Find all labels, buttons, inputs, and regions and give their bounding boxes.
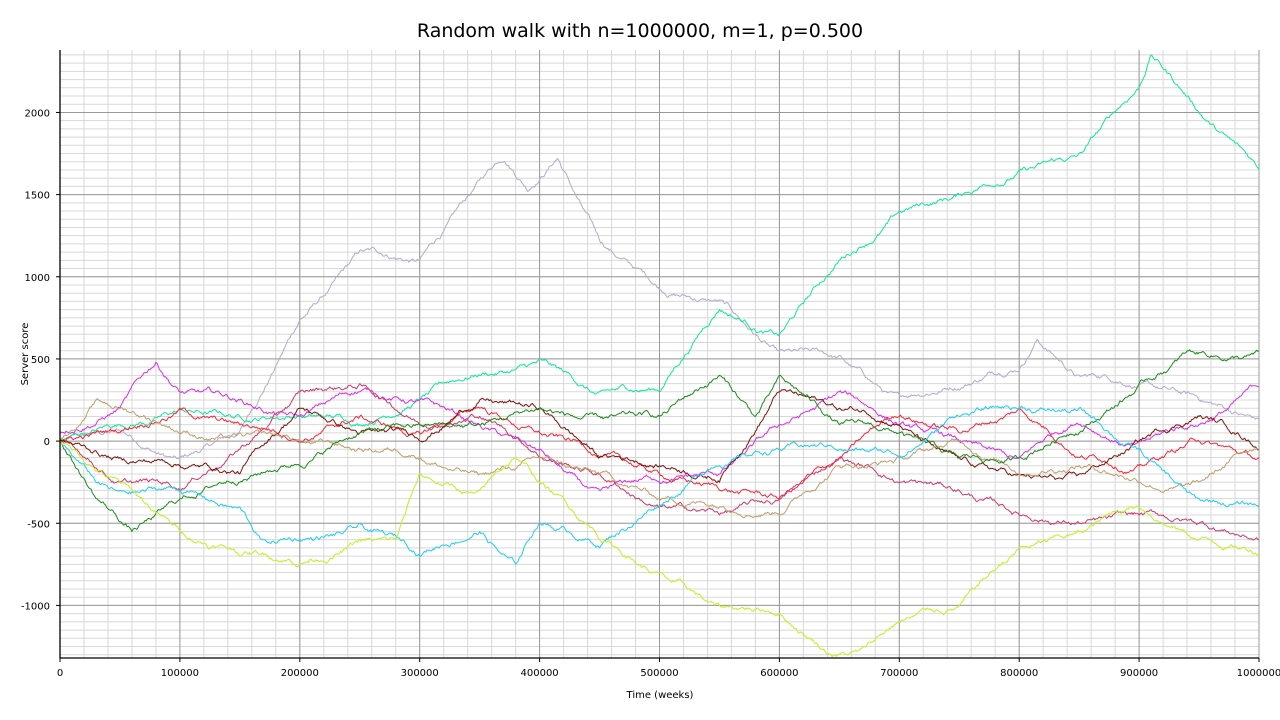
- series-line-9: [59, 440, 1260, 657]
- series-line-2: [59, 361, 1260, 491]
- axes: 0 100000 200000 300000 400000 500000 600000 700…: [21, 50, 1280, 679]
- y-tick-label: 1500: [25, 191, 50, 202]
- x-tick-label: 800000: [1000, 668, 1038, 679]
- grid-lines: [59, 50, 1260, 658]
- y-tick-label: 2000: [25, 108, 50, 119]
- x-tick-label: 700000: [880, 668, 918, 679]
- x-tick-label: 600000: [760, 668, 798, 679]
- x-tick-label: 1000000: [1237, 668, 1280, 679]
- x-tick-label: 100000: [161, 668, 199, 679]
- y-axis-label: Server score: [20, 323, 31, 386]
- series-line-3: [59, 406, 1260, 500]
- x-axis-label: Time (weeks): [626, 690, 694, 701]
- y-tick-label: 1000: [25, 273, 50, 284]
- series-line-1: [59, 54, 1260, 442]
- x-tick-label: 300000: [401, 668, 439, 679]
- x-tick-label: 200000: [281, 668, 319, 679]
- y-tick-label: -500: [27, 519, 50, 530]
- x-tick-label: 500000: [640, 668, 678, 679]
- series-line-5: [59, 389, 1260, 484]
- series-lines: [59, 54, 1260, 657]
- x-tick-label: 900000: [1120, 668, 1158, 679]
- x-tick-label: 400000: [521, 668, 559, 679]
- series-line-8: [59, 405, 1260, 565]
- series-line-6: [59, 398, 1260, 519]
- chart-title: Random walk with n=1000000, m=1, p=0.500: [416, 20, 864, 42]
- y-tick-label: -1000: [21, 601, 50, 612]
- y-tick-label: 0: [44, 437, 50, 448]
- series-line-7: [59, 349, 1260, 532]
- x-tick-label: 0: [57, 668, 63, 679]
- series-line-0: [59, 158, 1260, 459]
- y-tick-label: 500: [31, 355, 50, 366]
